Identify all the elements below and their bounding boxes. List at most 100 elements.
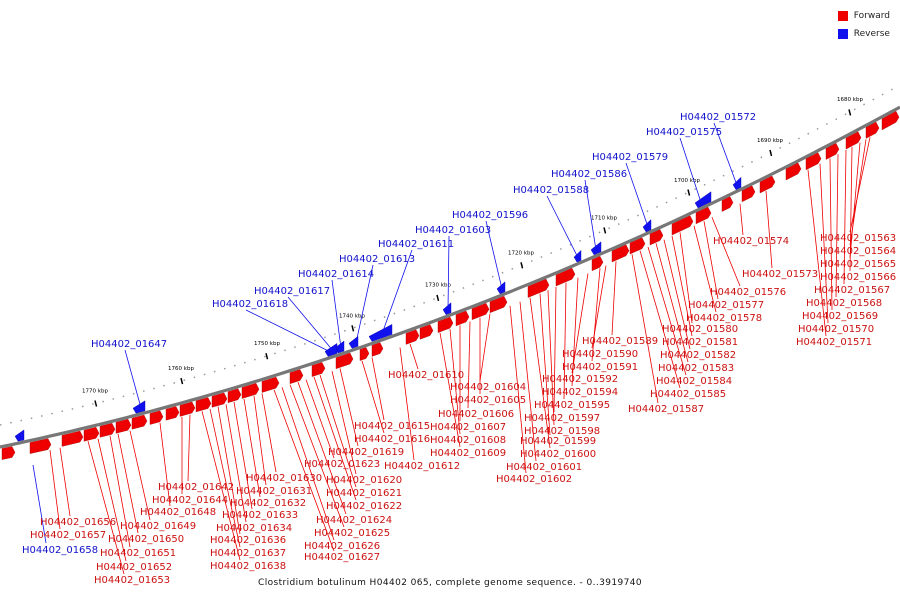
tick-label: 1700 kbp: [674, 178, 700, 184]
forward-leader-line: [117, 433, 139, 534]
tick-label: 1680 kbp: [837, 97, 863, 103]
forward-gene-block: [671, 215, 694, 236]
forward-leader-line: [849, 146, 853, 272]
forward-gene-block: [165, 406, 180, 421]
forward-gene-block: [805, 152, 822, 171]
forward-leader-line: [297, 382, 347, 515]
forward-gene-label: H04402_01576: [710, 287, 786, 298]
forward-gene-block: [695, 206, 712, 225]
forward-leader-line: [109, 435, 131, 548]
forward-gene-block: [881, 111, 900, 131]
forward-gene-block: [115, 418, 132, 434]
reverse-gene-label: H04402_01658: [22, 545, 98, 556]
forward-gene-block: [335, 352, 354, 369]
forward-gene-block: [61, 430, 84, 447]
forward-gene-block: [555, 267, 576, 287]
reverse-gene-label: H04402_01575: [646, 127, 722, 138]
forward-leader-line: [187, 414, 191, 482]
reverse-leader-line: [32, 464, 47, 544]
forward-gene-label: H04402_01634: [216, 523, 292, 534]
tick-mark: [848, 109, 852, 116]
forward-gene-label: H04402_01638: [210, 561, 286, 572]
reverse-gene-block: [324, 343, 338, 357]
reverse-swatch-icon: [837, 28, 848, 39]
forward-gene-label: H04402_01577: [688, 300, 764, 311]
forward-leader-line: [849, 137, 871, 233]
forward-gene-label: H04402_01569: [802, 311, 878, 322]
tick-mark: [180, 377, 184, 385]
forward-gene-block: [311, 362, 326, 377]
forward-gene-label: H04402_01565: [820, 259, 896, 270]
forward-gene-block: [179, 401, 196, 417]
forward-gene-label: H04402_01599: [520, 436, 596, 447]
forward-gene-label: H04402_01592: [542, 374, 618, 385]
forward-leader-line: [49, 450, 61, 530]
forward-leader-line: [647, 246, 687, 376]
forward-leader-line: [253, 395, 267, 486]
forward-gene-label: H04402_01653: [94, 575, 170, 586]
tick-label: 1730 kbp: [425, 283, 451, 289]
legend-label-forward: Forward: [853, 10, 890, 21]
forward-gene-label: H04402_01591: [562, 362, 638, 373]
forward-leader-line: [739, 203, 744, 236]
forward-leader-line: [449, 329, 461, 435]
forward-leader-line: [631, 254, 659, 404]
forward-leader-line: [547, 290, 555, 426]
tick-label: 1720 kbp: [508, 250, 534, 256]
forward-leader-line: [319, 374, 357, 488]
reverse-gene-block: [348, 335, 359, 349]
reverse-leader-line: [287, 296, 334, 351]
tick-mark: [603, 227, 607, 234]
tick-mark: [265, 353, 269, 360]
forward-gene-label: H04402_01571: [796, 337, 872, 348]
forward-leader-line: [639, 250, 681, 389]
forward-gene-label: H04402_01604: [450, 382, 526, 393]
forward-leader-line: [59, 447, 71, 517]
forward-gene-block: [29, 438, 52, 454]
forward-gene-label: H04402_01582: [660, 350, 736, 361]
forward-gene-label: H04402_01584: [656, 376, 732, 387]
forward-leader-line: [289, 384, 345, 528]
forward-leader-line: [217, 406, 241, 535]
forward-gene-block: [489, 295, 508, 313]
forward-leader-line: [711, 217, 741, 287]
forward-gene-label: H04402_01610: [388, 370, 464, 381]
reverse-gene-block: [642, 219, 652, 233]
reverse-gene-label: H04402_01613: [339, 254, 415, 265]
forward-leader-line: [439, 332, 461, 448]
reverse-leader-line: [447, 235, 450, 310]
forward-gene-label: H04402_01589: [582, 336, 658, 347]
forward-gene-label: H04402_01581: [662, 337, 738, 348]
forward-gene-block: [83, 427, 100, 442]
forward-leader-line: [87, 441, 125, 575]
tick-mark: [351, 325, 355, 332]
map-caption: Clostridium botulinum H04402 065, comple…: [258, 578, 642, 588]
genome-backbone: [0, 105, 900, 449]
forward-gene-block: [527, 278, 550, 298]
forward-gene-label: H04402_01605: [450, 395, 526, 406]
forward-gene-block: [759, 175, 776, 194]
tick-mark: [769, 149, 773, 157]
forward-gene-label: H04402_01580: [662, 324, 738, 335]
reverse-gene-block: [732, 176, 742, 190]
forward-gene-label: H04402_01626: [304, 541, 380, 552]
forward-leader-line: [399, 347, 415, 461]
forward-gene-label: H04402_01594: [542, 387, 618, 398]
forward-leader-line: [829, 158, 833, 311]
reverse-gene-label: H04402_01647: [91, 339, 167, 350]
forward-gene-label: H04402_01567: [814, 285, 890, 296]
forward-gene-block: [629, 237, 646, 255]
forward-leader-line: [201, 411, 241, 561]
forward-gene-label: H04402_01606: [438, 409, 514, 420]
forward-gene-block: [455, 310, 470, 327]
forward-gene-label: H04402_01595: [534, 400, 610, 411]
legend-label-reverse: Reverse: [853, 28, 890, 39]
reverse-leader-line: [124, 349, 142, 408]
forward-gene-block: [471, 303, 490, 320]
forward-gene-label: H04402_01649: [120, 521, 196, 532]
forward-gene-label: H04402_01644: [152, 495, 228, 506]
forward-leader-line: [331, 370, 357, 475]
forward-leader-line: [843, 150, 847, 285]
forward-gene-block: [1, 446, 16, 460]
reverse-leader-line: [679, 137, 702, 203]
